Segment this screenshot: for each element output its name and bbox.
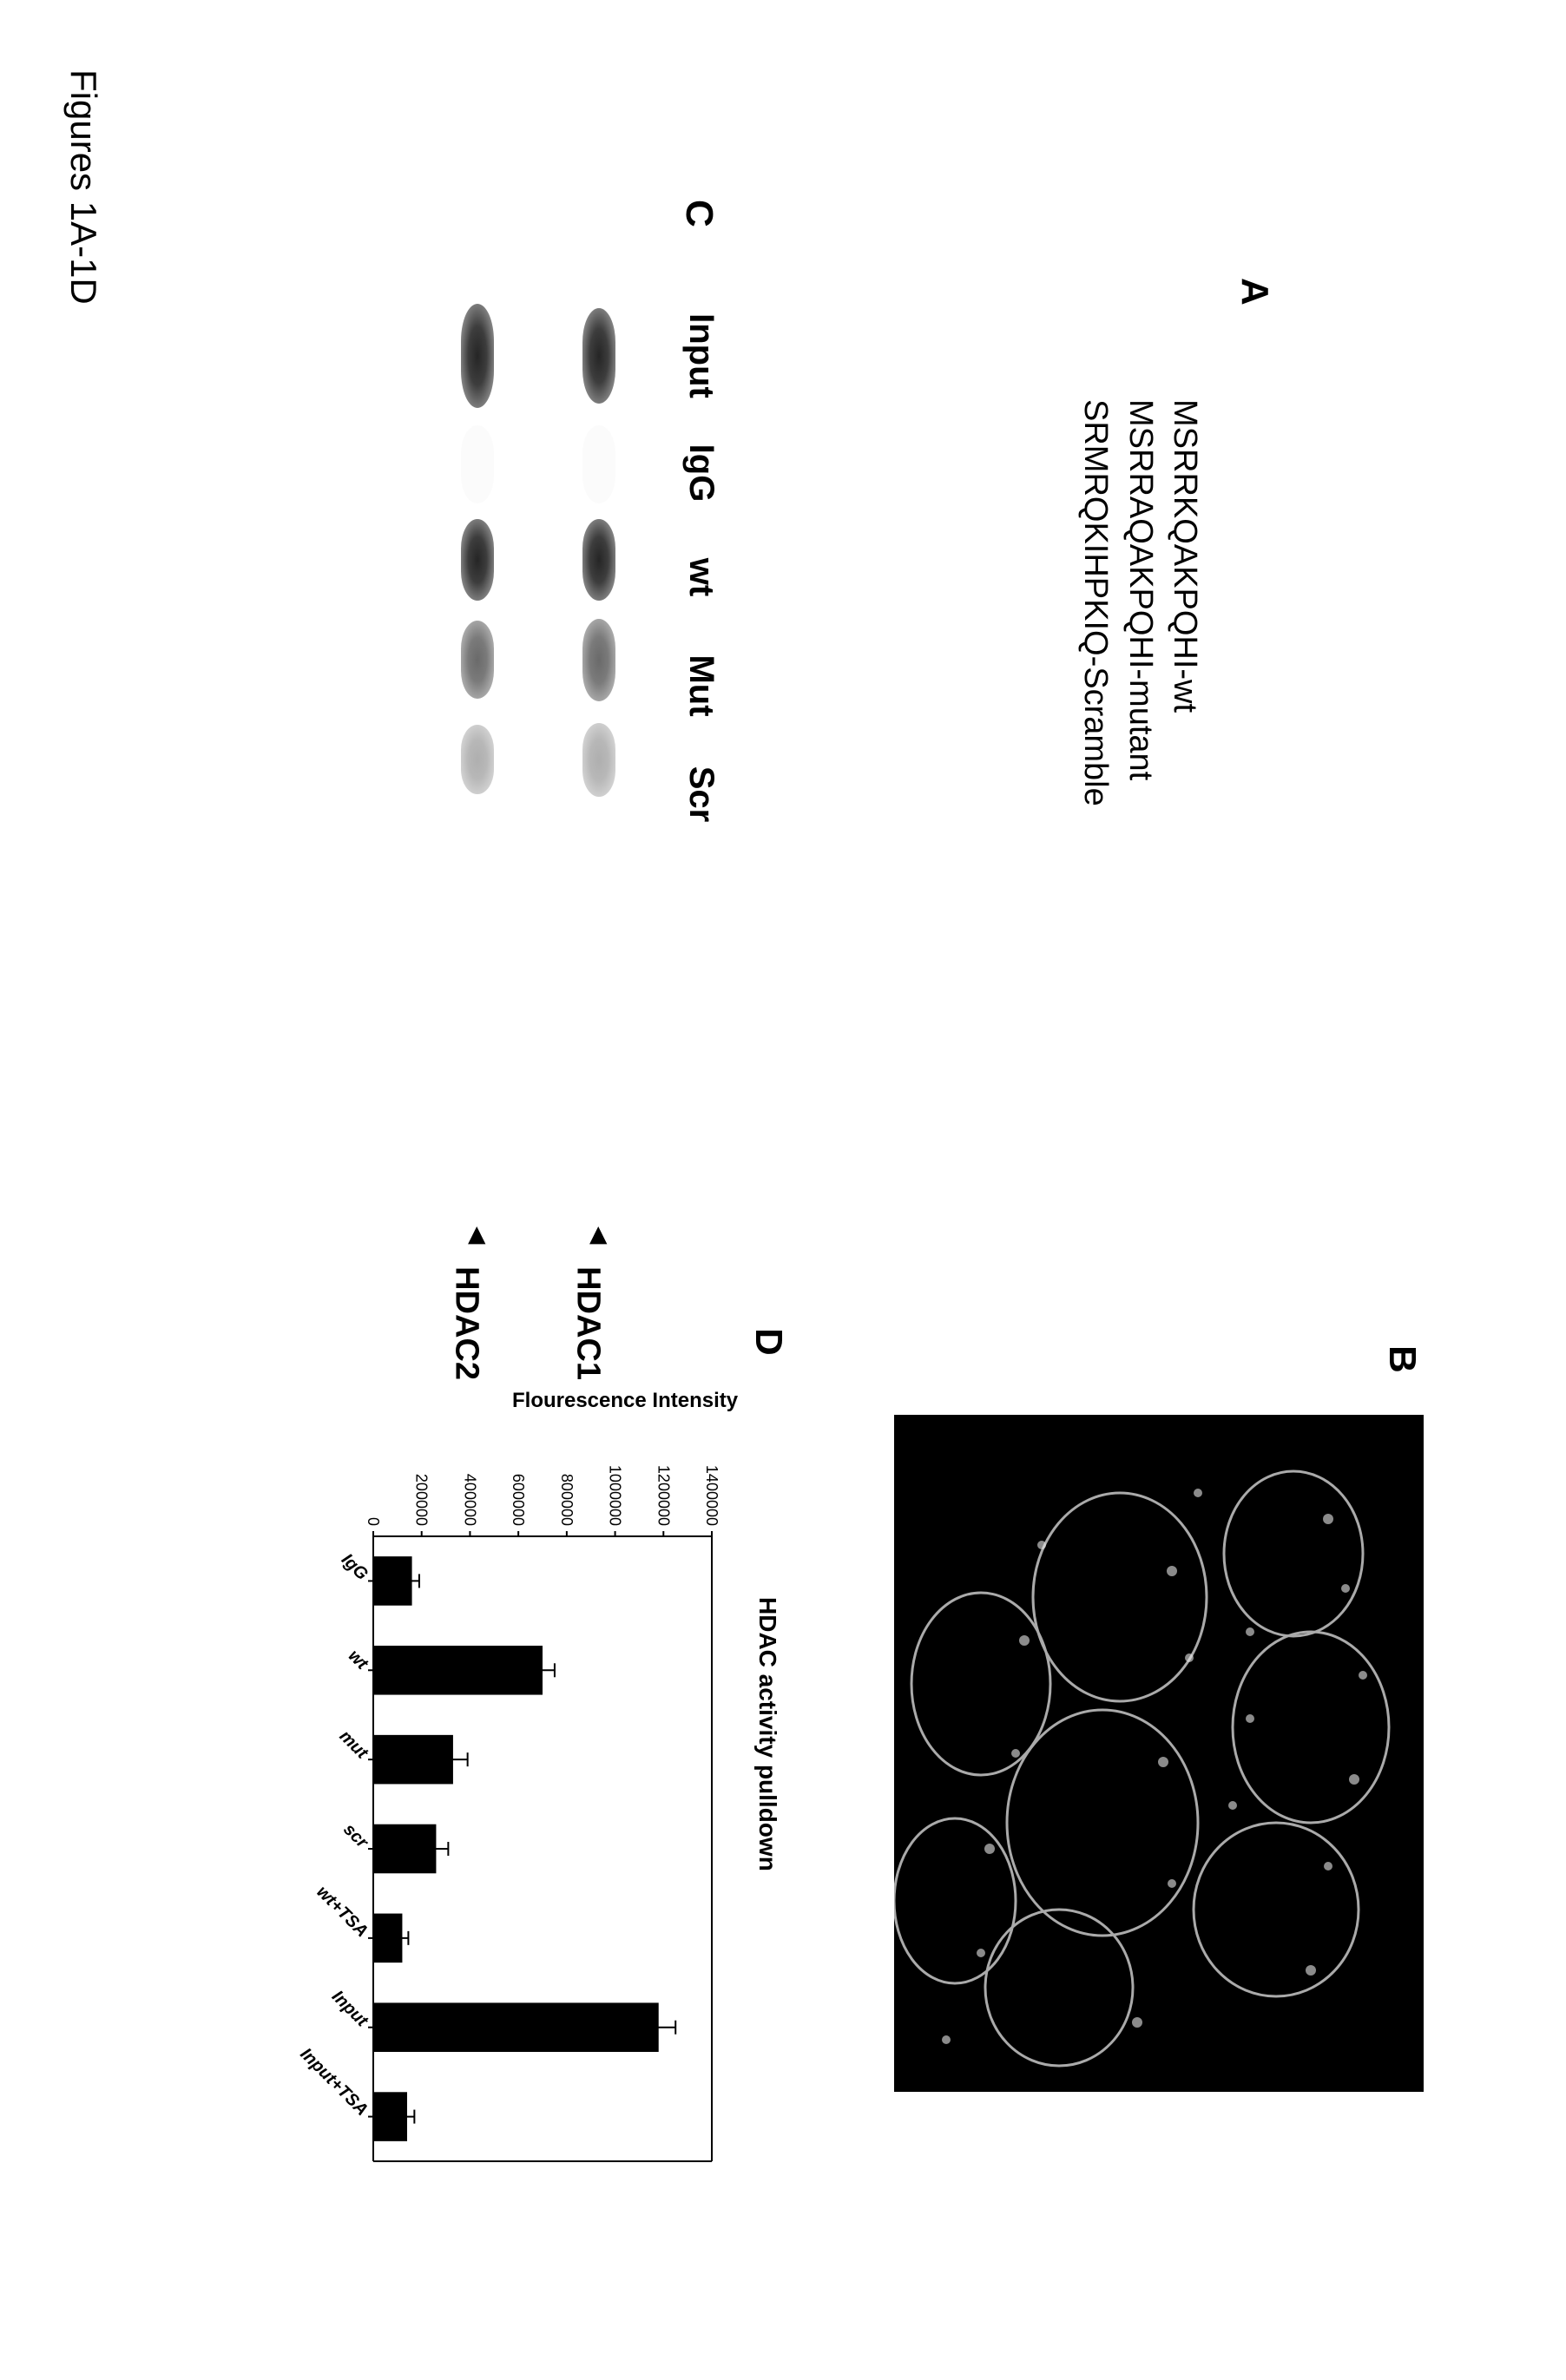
blot-band [582, 519, 615, 601]
panel-c-lane-headers: Input IgG wt Mut Scr [681, 295, 720, 1206]
blot-band [461, 725, 494, 794]
blot-row: ◄HDAC2 [430, 295, 525, 1206]
arrow-icon: ◄ [582, 1220, 616, 1250]
panel-d-title: HDAC activity pulldown [753, 1597, 781, 1871]
seq-wt: MSRRKQAKPQHI-wt [1162, 399, 1207, 806]
bar-chart-svg: 0 200000 400000 600000 800000 1000000 1200000 1… [269, 1441, 729, 2179]
blot-row-label: HDAC2 [448, 1266, 485, 1380]
blot-band [461, 425, 494, 503]
lane-wt: wt [681, 529, 720, 625]
y-tick-label: 200000 [413, 1474, 431, 1526]
seq-mutant: MSRRAQAKPQHI-mutant [1117, 399, 1161, 806]
panel-d-chart: 0 200000 400000 600000 800000 1000000 1200000 1… [269, 1441, 729, 2179]
y-tick-label: 400000 [461, 1474, 478, 1526]
panel-d-label: D [747, 1328, 790, 1356]
y-tick-label: 1200000 [655, 1465, 672, 1526]
bar [373, 2002, 659, 2052]
arrow-icon: ◄ [461, 1220, 495, 1250]
panel-b-label: B [1380, 1345, 1424, 1373]
lane-scr: Scr [681, 746, 720, 842]
blot-band [582, 619, 615, 701]
panel-a-label: A [1233, 278, 1276, 306]
figure-stage: A MSRRKQAKPQHI-wt MSRRAQAKPQHI-mutant SR… [130, 174, 1432, 2344]
lane-input: Input [681, 295, 720, 417]
blot-band [461, 519, 494, 601]
blot-band [461, 304, 494, 408]
blot-row-label: HDAC1 [569, 1266, 607, 1380]
micrograph-svg [894, 1415, 1424, 2092]
y-tick-label: 0 [365, 1517, 382, 1526]
panel-c-blot: Input IgG wt Mut Scr ◄HDAC1 ◄HDAC2 [404, 295, 720, 1206]
y-tick-label: 1400000 [703, 1465, 720, 1526]
y-tick-label: 600000 [510, 1474, 527, 1526]
panel-a-sequences: MSRRKQAKPQHI-wt MSRRAQAKPQHI-mutant SRMR… [1073, 399, 1207, 806]
page-title: Figures 1A-1D [63, 69, 104, 305]
blot-row: ◄HDAC1 [551, 295, 647, 1206]
seq-scramble: SRMRQKIHPKIQ-Scramble [1073, 399, 1117, 806]
blot-band [582, 425, 615, 503]
lane-mut: Mut [681, 634, 720, 738]
panel-d-yaxis-title: Flourescence Intensity [512, 1389, 738, 1413]
blot-band [582, 308, 615, 404]
bar [373, 1646, 543, 1695]
y-tick-label: 1000000 [607, 1465, 624, 1526]
blot-band [461, 621, 494, 699]
panel-b-micrograph [894, 1415, 1424, 2092]
lane-igg: IgG [681, 425, 720, 521]
panel-c-label: C [677, 200, 720, 227]
y-tick-label: 800000 [558, 1474, 576, 1526]
blot-band [582, 723, 615, 797]
